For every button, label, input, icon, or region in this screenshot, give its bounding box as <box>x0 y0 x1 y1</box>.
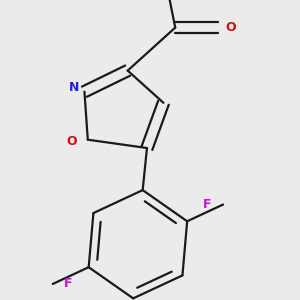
Text: O: O <box>67 136 77 148</box>
Text: F: F <box>203 198 212 211</box>
Text: F: F <box>64 278 73 290</box>
Text: O: O <box>225 21 236 34</box>
Text: N: N <box>69 81 80 94</box>
